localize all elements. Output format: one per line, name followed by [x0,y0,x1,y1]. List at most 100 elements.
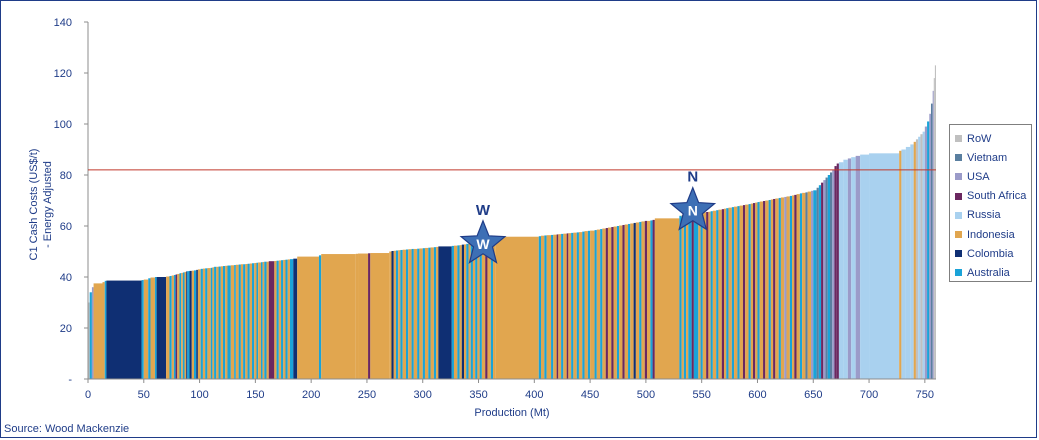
bar-south-africa [605,228,608,379]
bar-australia [688,213,692,379]
bar-australia [260,262,263,379]
bar-indonesia [477,241,480,379]
bar-australia [417,248,420,379]
bar-indonesia [728,207,732,379]
bar-indonesia [235,264,239,379]
bar-colombia [461,244,465,379]
bar-indonesia [708,211,711,379]
bar-russia [905,146,911,379]
legend-swatch [955,250,962,258]
bar-russia [860,154,870,379]
bar-australia [256,262,259,379]
marker-n-star [669,186,717,231]
bar-australia [639,221,642,379]
bar-indonesia [245,263,248,379]
y-axis-subtitle: - Energy Adjusted [42,161,54,248]
bar-australia [173,274,176,379]
bar-australia [479,240,482,379]
bar-south-africa [175,274,178,379]
bar-australia [141,280,144,379]
bar-indonesia [297,256,319,379]
bar-australia [200,268,203,379]
bar-australia [466,243,469,379]
x-tick-label: 0 [85,389,91,401]
bar-australia [285,259,288,379]
bar-australia [252,263,255,379]
bar-australia [289,259,294,379]
bar-row [915,139,919,379]
legend-swatch [955,154,962,162]
bar-usa [855,155,861,379]
bar-indonesia [249,263,253,379]
marker-n-label: N [687,169,698,186]
bar-russia [918,136,921,379]
bar-south-africa [706,211,709,379]
bar-australia [571,232,574,379]
bar-indonesia [718,209,722,379]
x-tick-label: 50 [138,389,150,401]
bar-south-africa [268,261,275,379]
marker-w-label: W [476,202,491,219]
bar-australia [422,248,425,379]
y-tick-label: 140 [54,17,72,29]
bar-indonesia [635,222,640,379]
legend-label: Indonesia [967,228,1015,241]
bar-indonesia [419,248,423,379]
bar-colombia [189,270,192,379]
bar-colombia [391,250,394,379]
bar-indonesia [681,215,684,379]
bar-indonesia [563,233,567,379]
bar-australia [210,267,213,379]
legend-swatch [955,231,962,239]
bar-australia [243,264,246,379]
bar-indonesia [584,231,588,379]
bar-colombia [293,258,298,379]
bar-australia [737,206,740,379]
legend-swatch [955,135,962,143]
bar-indonesia [413,248,418,379]
bar-row [920,134,923,379]
y-axis: - 20 40 60 80 100 120 140 [54,17,88,386]
legend-label: Vietnam [967,151,1008,164]
bar-colombia [106,280,142,379]
bar-australia [679,215,682,379]
bar-indonesia [755,202,758,379]
bar-south-africa [773,198,776,379]
bar-south-africa [368,253,371,379]
bar-indonesia [216,266,219,379]
y-tick-label: 40 [60,272,72,284]
bar-australia [551,234,554,379]
bar-australia [281,260,284,379]
bar-australia [223,266,226,379]
bar-indonesia [453,245,458,379]
y-tick-label: 120 [54,68,72,80]
bar-australia [89,292,92,379]
bar-australia [227,265,231,379]
bar-indonesia [481,240,486,379]
bar-australia [406,249,409,379]
bar-indonesia [274,260,277,379]
bar-australia [264,261,267,379]
bar-australia [799,193,803,379]
bar-australia [827,175,830,379]
bar-indonesia [698,212,701,379]
bar-indonesia [553,234,557,379]
bar-colombia [156,277,167,379]
bar-south-africa [485,239,488,379]
bar-australia [194,270,197,379]
bar-indonesia [602,228,606,379]
bar-indonesia [321,254,356,379]
bar-indonesia [472,242,476,379]
bar-indonesia [166,276,170,379]
legend-swatch [955,211,962,219]
bar-indonesia [493,238,496,379]
bar-indonesia [613,226,617,379]
bar-vietnam [825,177,828,379]
bar-australia [411,248,414,379]
bar-vietnam [830,172,833,379]
bar-indonesia [495,236,539,379]
bar-australia [561,233,564,379]
bar-russia [851,157,856,379]
legend-label: USA [967,170,990,183]
